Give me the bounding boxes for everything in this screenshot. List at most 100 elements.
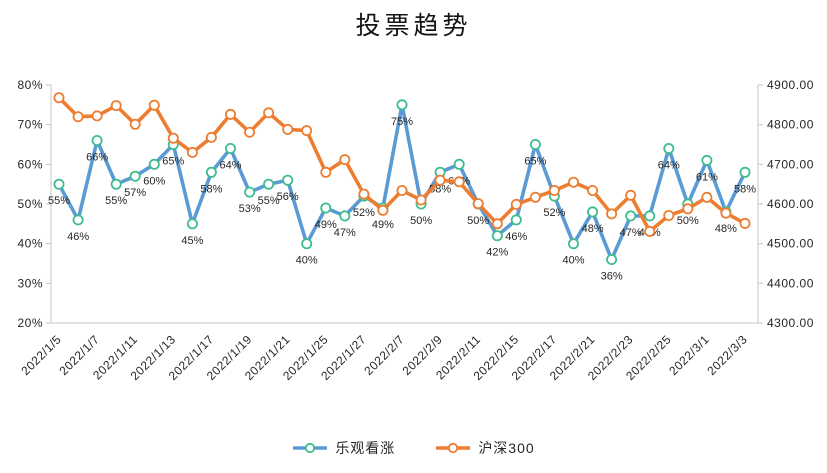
y-axis-left-tick-label: 60% xyxy=(17,157,43,171)
data-point-marker xyxy=(129,118,141,130)
data-point-label: 58% xyxy=(734,183,756,195)
data-point-label: 48% xyxy=(715,223,737,235)
y-axis-left-tick-label: 30% xyxy=(17,276,43,290)
data-point-marker xyxy=(453,176,465,188)
data-point-marker xyxy=(53,92,65,104)
y-axis-left-tick-label: 70% xyxy=(17,118,43,132)
data-point-marker xyxy=(529,138,541,150)
data-point-marker xyxy=(91,110,103,122)
data-point-marker xyxy=(358,188,370,200)
legend-marker xyxy=(305,442,316,454)
data-point-marker xyxy=(510,214,522,226)
data-point-label: 64% xyxy=(219,160,241,172)
data-point-label: 53% xyxy=(239,203,261,215)
data-point-marker xyxy=(491,218,503,230)
data-point-marker xyxy=(320,166,332,178)
data-point-marker xyxy=(606,208,618,220)
data-point-label: 66% xyxy=(86,152,108,164)
y-axis-left-tick-label: 80% xyxy=(17,78,43,92)
data-point-marker xyxy=(510,198,522,210)
data-point-marker xyxy=(339,210,351,222)
data-point-marker xyxy=(491,230,503,242)
data-point-label: 52% xyxy=(543,207,565,219)
legend: 乐观看涨 沪深300 xyxy=(0,438,827,458)
data-point-label: 57% xyxy=(124,187,146,199)
data-point-marker xyxy=(644,210,656,222)
data-point-marker xyxy=(320,202,332,214)
data-point-marker xyxy=(224,142,236,154)
data-point-marker xyxy=(186,146,198,158)
data-point-marker xyxy=(339,154,351,166)
data-point-marker xyxy=(301,125,313,137)
y-axis-left-tick-label: 40% xyxy=(17,237,43,251)
data-point-marker xyxy=(110,100,122,112)
data-point-label: 64% xyxy=(658,160,680,172)
data-point-label: 40% xyxy=(562,255,584,267)
data-point-label: 50% xyxy=(410,215,432,227)
data-point-label: 46% xyxy=(505,231,527,243)
data-point-marker xyxy=(701,191,713,203)
legend-item-optimistic[interactable]: 乐观看涨 xyxy=(292,438,395,458)
data-point-marker xyxy=(301,238,313,250)
data-point-marker xyxy=(72,111,84,123)
data-point-marker xyxy=(110,178,122,190)
y-axis-right-tick-label: 4400.00 xyxy=(767,276,814,290)
data-point-marker xyxy=(244,186,256,198)
data-point-marker xyxy=(625,189,637,201)
data-point-label: 55% xyxy=(258,195,280,207)
x-axis-tick-label: 2022/2/7 xyxy=(361,332,407,378)
data-point-marker xyxy=(568,176,580,188)
data-point-marker xyxy=(53,178,65,190)
legend-label-csi300: 沪深300 xyxy=(478,440,535,456)
line-marker-icon xyxy=(436,442,471,454)
data-point-marker xyxy=(91,134,103,146)
data-point-marker xyxy=(186,218,198,230)
data-point-marker xyxy=(548,184,560,196)
y-axis-right-tick-label: 4900.00 xyxy=(767,78,814,92)
x-axis-tick-label: 2022/1/5 xyxy=(18,332,64,378)
data-point-label: 55% xyxy=(48,195,70,207)
data-point-label: 47% xyxy=(620,227,642,239)
data-point-marker xyxy=(415,194,427,206)
data-point-marker xyxy=(739,166,751,178)
data-point-marker xyxy=(148,99,160,111)
y-axis-left-tick-label: 50% xyxy=(17,197,43,211)
y-axis-right-tick-label: 4800.00 xyxy=(767,118,814,132)
data-point-marker xyxy=(739,217,751,229)
data-point-label: 75% xyxy=(391,116,413,128)
y-axis-right-tick-label: 4700.00 xyxy=(767,157,814,171)
data-point-label: 47% xyxy=(334,227,356,239)
data-point-marker xyxy=(529,191,541,203)
data-point-marker xyxy=(568,238,580,250)
data-point-label: 65% xyxy=(162,156,184,168)
data-point-marker xyxy=(148,158,160,170)
data-point-marker xyxy=(396,184,408,196)
data-point-marker xyxy=(453,158,465,170)
data-point-label: 42% xyxy=(486,247,508,259)
data-point-marker xyxy=(663,209,675,221)
data-point-marker xyxy=(205,166,217,178)
data-point-label: 60% xyxy=(143,175,165,187)
y-axis-right-tick-label: 4600.00 xyxy=(767,197,814,211)
data-point-label: 36% xyxy=(601,271,623,283)
y-axis-right-tick-label: 4300.00 xyxy=(767,316,814,330)
data-point-marker xyxy=(263,107,275,119)
data-point-marker xyxy=(644,225,656,237)
data-point-marker xyxy=(682,203,694,215)
x-axis-tick-label: 2022/3/3 xyxy=(704,332,750,378)
data-point-label: 65% xyxy=(524,156,546,168)
data-point-marker xyxy=(663,142,675,154)
data-point-marker xyxy=(720,207,732,219)
data-point-marker xyxy=(606,253,618,265)
x-axis-tick-label: 2022/3/1 xyxy=(666,332,712,378)
data-point-label: 49% xyxy=(372,219,394,231)
data-point-marker xyxy=(396,99,408,111)
data-point-marker xyxy=(282,123,294,135)
data-point-label: 46% xyxy=(67,231,89,243)
data-point-label: 50% xyxy=(467,215,489,227)
legend-item-csi300[interactable]: 沪深300 xyxy=(435,438,534,458)
data-point-marker xyxy=(129,170,141,182)
data-point-marker xyxy=(224,108,236,120)
